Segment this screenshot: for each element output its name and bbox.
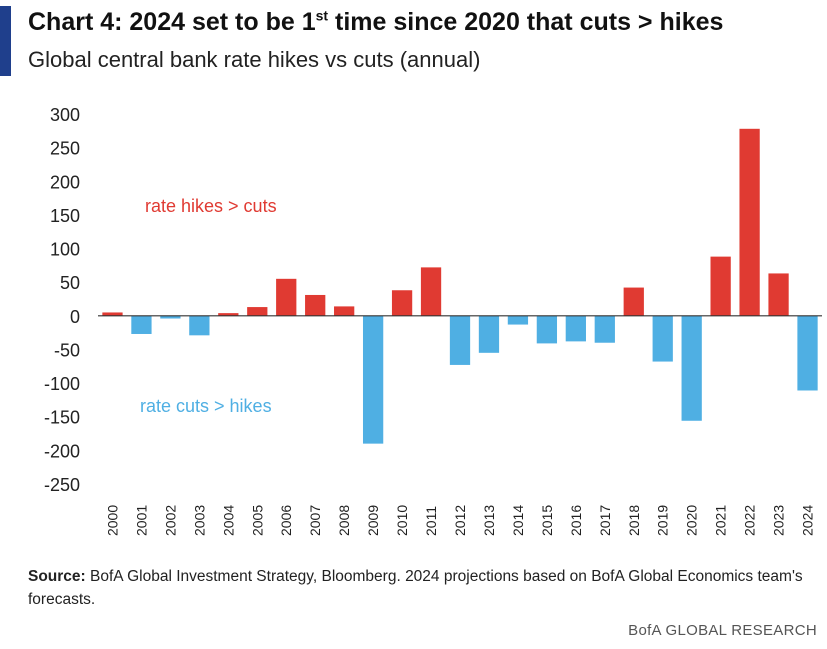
bar-2008: [334, 306, 355, 316]
x-tick-label: 2012: [452, 505, 468, 536]
annotation-cuts: rate cuts > hikes: [140, 396, 272, 416]
x-tick-label: 2000: [104, 505, 120, 536]
bar-2006: [276, 278, 297, 316]
bars-group: [102, 128, 818, 444]
y-axis: 300 250 200 150 100 50 0 -50 -100 -150 -200 -250: [44, 105, 80, 495]
x-tick-label: 2018: [626, 505, 642, 536]
y-tick-label: 50: [60, 273, 80, 293]
x-tick-label: 2016: [568, 505, 584, 536]
bar-2009: [362, 315, 384, 444]
bar-2005: [247, 307, 268, 316]
bar-2012: [449, 315, 471, 365]
brand-footer: BofA GLOBAL RESEARCH: [628, 622, 817, 639]
bar-2015: [536, 315, 558, 344]
x-tick-label: 2008: [336, 505, 352, 536]
x-tick-label: 2011: [423, 506, 439, 536]
source-note: Source: BofA Global Investment Strategy,…: [28, 568, 803, 608]
bar-2003: [189, 315, 210, 336]
y-tick-label: 250: [50, 139, 80, 159]
x-tick-label: 2021: [713, 505, 729, 536]
bar-2007: [305, 294, 326, 316]
y-tick-label: -250: [44, 475, 80, 495]
x-tick-label: 2002: [162, 505, 178, 536]
annotation-hikes: rate hikes > cuts: [145, 196, 277, 216]
bar-2024: [797, 315, 818, 391]
x-tick-label: 2006: [278, 505, 294, 536]
bar-2020: [681, 315, 702, 421]
bar-2014: [507, 315, 529, 325]
title-accent-bar: [0, 6, 11, 76]
x-tick-label: 2014: [510, 505, 526, 536]
x-tick-label: 2013: [481, 505, 497, 536]
x-tick-label: 2010: [394, 505, 410, 536]
bar-2004: [218, 313, 239, 316]
y-tick-label: -150: [44, 408, 80, 428]
bar-2011: [420, 267, 442, 316]
y-tick-label: 150: [50, 206, 80, 226]
y-tick-label: 0: [70, 307, 80, 327]
x-tick-label: 2024: [800, 505, 816, 536]
x-tick-label: 2023: [771, 505, 787, 536]
x-tick-label: 2004: [220, 505, 236, 536]
bar-2021: [710, 256, 731, 316]
bar-2001: [131, 315, 152, 334]
chart-subtitle: Global central bank rate hikes vs cuts (…: [28, 47, 481, 72]
bar-2019: [652, 315, 673, 362]
bar-2000: [102, 312, 123, 316]
x-tick-label: 2022: [742, 505, 758, 536]
y-tick-label: -50: [54, 340, 80, 360]
y-tick-label: -200: [44, 441, 80, 461]
x-tick-label: 2005: [249, 505, 265, 536]
x-tick-label: 2009: [365, 505, 381, 536]
bar-2023: [768, 273, 789, 316]
x-tick-label: 2017: [597, 505, 613, 536]
bar-chart: 300 250 200 150 100 50 0 -50 -100 -150 -200 -250 20…: [44, 105, 822, 536]
y-tick-label: -100: [44, 374, 80, 394]
bar-2010: [391, 290, 413, 316]
x-axis: 2000 2001 2002 2003 2004 2005 2006 2007 2008 2009…: [104, 505, 815, 536]
bar-2002: [160, 315, 181, 319]
bar-2013: [478, 315, 500, 353]
x-tick-label: 2003: [191, 505, 207, 536]
x-tick-label: 2015: [539, 505, 555, 536]
bar-2017: [594, 315, 615, 343]
y-tick-label: 100: [50, 240, 80, 260]
y-tick-label: 300: [50, 105, 80, 125]
x-tick-label: 2019: [655, 505, 671, 536]
chart-title: Chart 4: 2024 set to be 1st time since 2…: [28, 7, 724, 36]
x-tick-label: 2001: [133, 505, 149, 536]
x-tick-label: 2020: [684, 505, 700, 536]
bar-2022: [739, 128, 760, 316]
bar-2016: [565, 315, 586, 342]
x-tick-label: 2007: [307, 505, 323, 536]
y-tick-label: 200: [50, 172, 80, 192]
bar-2018: [623, 287, 644, 316]
